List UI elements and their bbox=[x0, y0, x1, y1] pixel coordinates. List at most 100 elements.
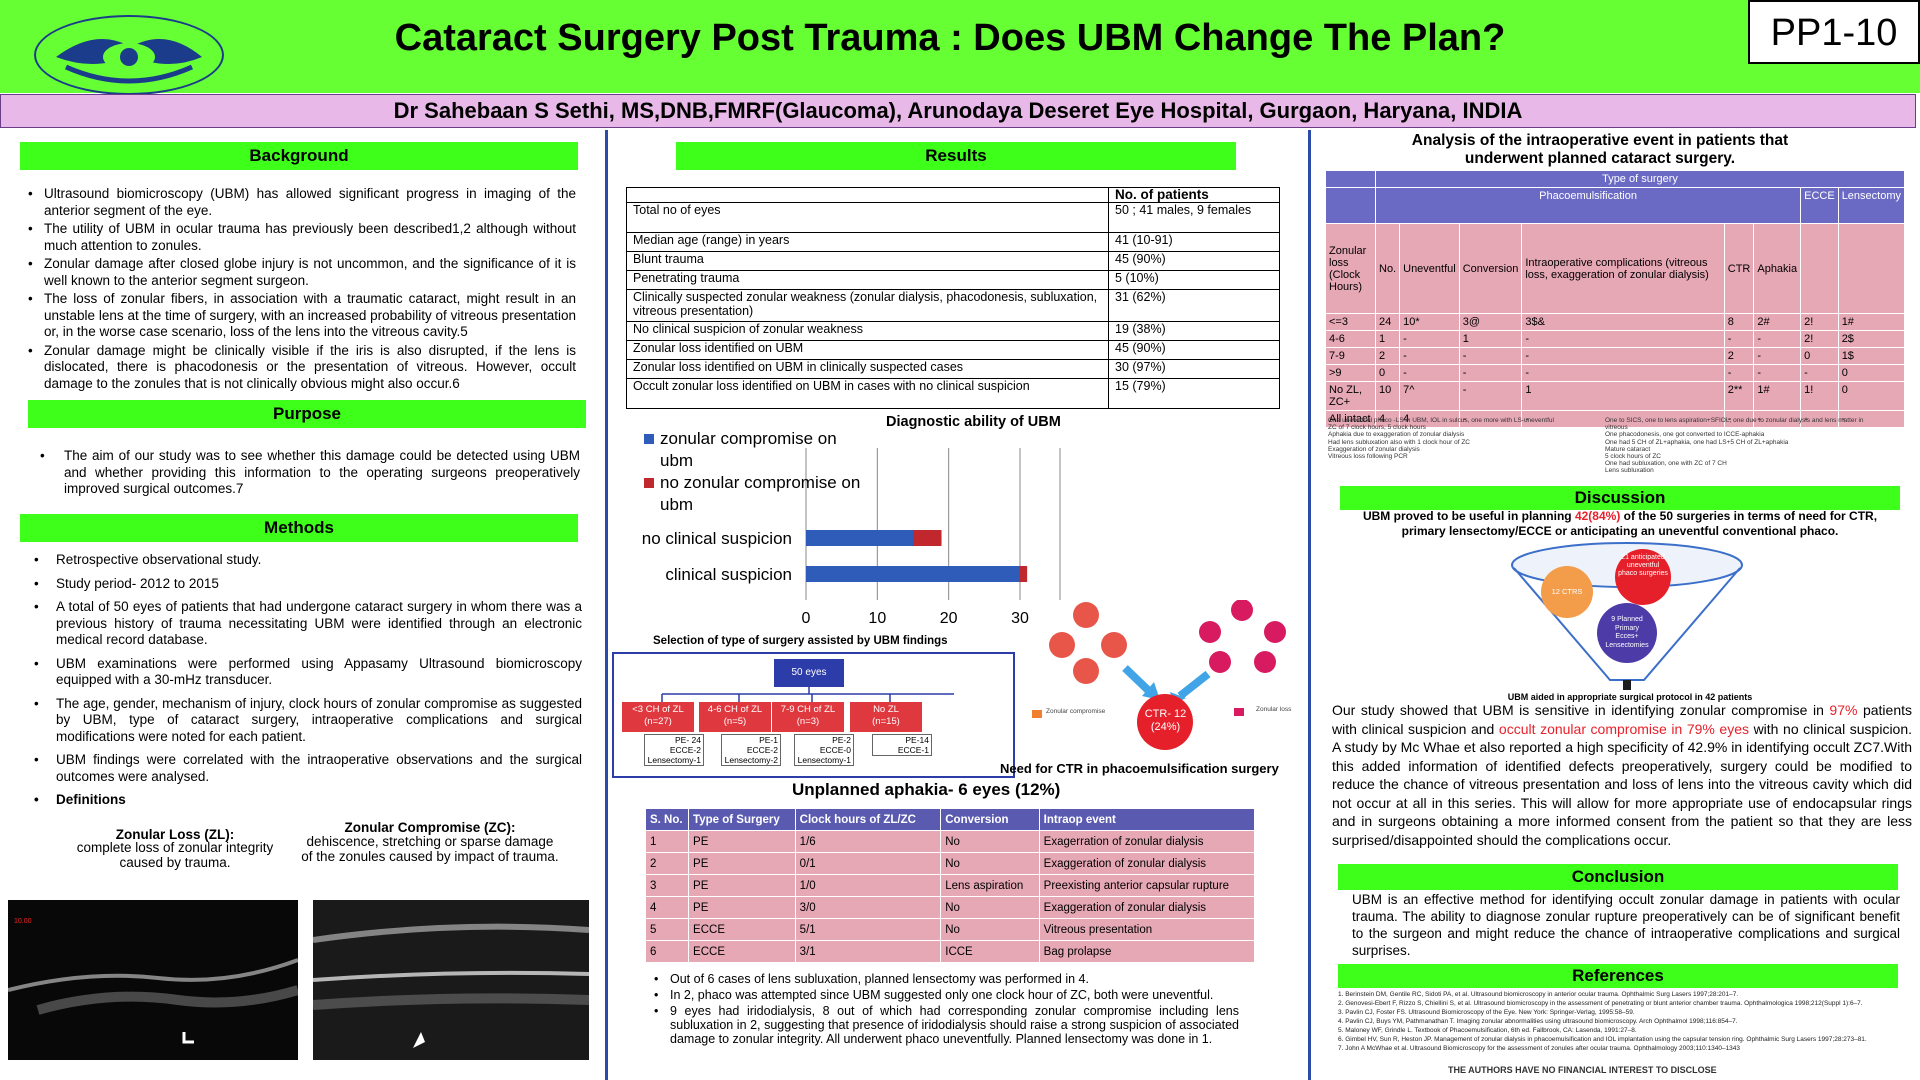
column-header: Intraoperative complications (vitreous l… bbox=[1521, 223, 1725, 314]
poster-title: Cataract Surgery Post Trauma : Does UBM … bbox=[394, 17, 1506, 59]
column-header: Uneventful bbox=[1399, 223, 1460, 314]
table-header-cell: Conversion bbox=[940, 808, 1040, 831]
footnote: One had subluxation, one with ZC of 7 CH bbox=[1605, 460, 1727, 468]
list-item: In 2, phaco was attempted since UBM sugg… bbox=[654, 988, 1239, 1002]
def-zl-title: Zonular Loss (ZL): bbox=[115, 827, 235, 842]
references-list: 1. Berinstein DM, Gentile RC, Sidoti PA,… bbox=[1338, 990, 1908, 1053]
aphakia-notes: Out of 6 cases of lens subluxation, plan… bbox=[654, 972, 1239, 1048]
flow-subbox: PE-2 ECCE-0 Lensectomy-1 bbox=[794, 734, 854, 766]
x-tick-label: 30 bbox=[1011, 610, 1029, 627]
hospital-logo bbox=[34, 15, 224, 95]
list-item: 9 eyes had iridodialysis, 8 out of which… bbox=[654, 1004, 1239, 1046]
funnel-diagram: 21 anticipated uneventful phaco surgerie… bbox=[1510, 540, 1745, 690]
legend-swatch bbox=[644, 434, 654, 444]
footnote: Vitreous loss following PCR bbox=[1328, 453, 1408, 461]
table-row: Clinically suspected zonular weakness (z… bbox=[626, 289, 1280, 322]
footnote: One uneventful phaco -LS in UBM, IOL in … bbox=[1328, 417, 1554, 424]
analysis-title: Analysis of the intraoperative event in … bbox=[1411, 132, 1789, 167]
x-tick-label: 10 bbox=[868, 610, 886, 627]
list-item: The utility of UBM in ocular trauma has … bbox=[28, 221, 576, 254]
flow-title: Selection of type of surgery assisted by… bbox=[653, 635, 948, 647]
x-tick-label: 20 bbox=[940, 610, 958, 627]
discussion-lead: UBM proved to be useful in planning 42(8… bbox=[1362, 509, 1878, 538]
chart-title: Diagnostic ability of UBM bbox=[886, 414, 1061, 430]
flow-subbox: PE-1 ECCE-2 Lensectomy-2 bbox=[721, 734, 781, 766]
chart-bar bbox=[913, 530, 942, 546]
list-item: The age, gender, mechanism of injury, cl… bbox=[34, 696, 582, 746]
list-item: Zonular damage after closed globe injury… bbox=[28, 256, 576, 289]
flow-node: <3 CH of ZL (n=27) bbox=[622, 702, 694, 732]
purpose-list: The aim of our study was to see whether … bbox=[40, 448, 580, 500]
list-item: A total of 50 eyes of patients that had … bbox=[34, 599, 582, 649]
references-heading: References bbox=[1338, 964, 1898, 988]
aphakia-table: S. No. Type of Surgery Clock hours of ZL/Z… bbox=[644, 808, 1256, 963]
results-col-header: No. of patients bbox=[1108, 187, 1280, 203]
funnel-bottom-label: 9 Planned Primary Ecces+ Lensectomies bbox=[1605, 616, 1649, 649]
table-row: Blunt trauma 45 (90%) bbox=[626, 251, 1280, 271]
funnel-caption: UBM aided in appropriate surgical protoc… bbox=[1507, 692, 1753, 702]
funnel-top-label: 21 anticipated uneventful phaco surgerie… bbox=[1618, 554, 1668, 577]
chart-canvas: 0 10 20 30 no clinical suspicion clinical sus… bbox=[642, 429, 1061, 627]
footnote: Lens subluxation bbox=[1605, 467, 1654, 475]
discussion-text: Our study showed that UBM is sensitive i… bbox=[1332, 702, 1913, 848]
chart-bar bbox=[806, 566, 1020, 582]
reference-item: 1. Berinstein DM, Gentile RC, Sidoti PA,… bbox=[1338, 991, 1739, 998]
table-row: Zonular loss identified on UBM in clinic… bbox=[626, 359, 1280, 379]
list-item: Retrospective observational study. bbox=[34, 552, 582, 569]
flow-node: 4-6 CH of ZL (n=5) bbox=[699, 702, 771, 732]
column-divider bbox=[1308, 130, 1311, 1080]
background-heading: Background bbox=[20, 142, 578, 170]
analysis-table-wrap: Type of surgery Phacoemulsification ECCE L… bbox=[1325, 170, 1906, 428]
table-row: 5 ECCE 5/1 No Vitreous presentation bbox=[644, 918, 1256, 941]
table-row: 3 PE 1/0 Lens aspiration Preexisting anterio… bbox=[644, 874, 1256, 897]
def-zc-title: Zonular Compromise (ZC): bbox=[344, 820, 516, 835]
reference-item: 6. Gimbel HV, Sun R, Heston JP. Manageme… bbox=[1338, 1036, 1867, 1043]
category-label: clinical suspicion bbox=[665, 565, 792, 584]
table-row: 2 PE 0/1 No Exaggeration of zonular dialysis bbox=[644, 852, 1256, 875]
discussion-heading: Discussion bbox=[1340, 486, 1900, 510]
reference-item: 3. Pavlin CJ, Foster FS. Ultrasound Biom… bbox=[1338, 1009, 1635, 1016]
ctr-diagram: CTR- 12 (24%) Zonular compromise Zonular … bbox=[1030, 600, 1310, 760]
results-heading: Results bbox=[676, 142, 1236, 170]
type-header: Type of surgery bbox=[1375, 170, 1905, 188]
x-tick-label: 0 bbox=[802, 610, 811, 627]
table-header-cell: Clock hours of ZL/ZC bbox=[794, 808, 942, 831]
ctr-label: CTR- 12 (24%) bbox=[1144, 708, 1187, 733]
ubm-image-label: 10.00 bbox=[14, 918, 32, 925]
purpose-heading: Purpose bbox=[28, 400, 586, 428]
header-bar bbox=[0, 0, 1920, 93]
footnote: ZC of 7 clock hours, 5 clock hours bbox=[1328, 424, 1426, 432]
author-line: Dr Sahebaan S Sethi, MS,DNB,FMRF(Glaucom… bbox=[0, 94, 1916, 128]
footnote: Mature cataract bbox=[1605, 445, 1651, 453]
list-item: Ultrasound biomicroscopy (UBM) has allow… bbox=[28, 186, 576, 219]
list-item: UBM examinations were performed using Ap… bbox=[34, 656, 582, 689]
conclusion-heading: Conclusion bbox=[1338, 864, 1898, 890]
footnote: One phacodonesis, one got converted to I… bbox=[1605, 431, 1765, 439]
ubm-image-1: 10.00 bbox=[7, 900, 300, 1060]
column-header: Conversion bbox=[1458, 223, 1523, 314]
reference-item: 5. Maloney WF, Grindle L. Textbook of Ph… bbox=[1338, 1027, 1637, 1034]
results-table: No. of patients Total no of eyes 50 ; 41 … bbox=[626, 187, 1280, 409]
ubm-image-2 bbox=[312, 900, 590, 1060]
list-item: Out of 6 cases of lens subluxation, plan… bbox=[654, 972, 1239, 986]
table-header-cell: S. No. bbox=[644, 808, 690, 831]
table-row: All intact 4 4- - - - - - bbox=[1325, 410, 1906, 428]
footnote: 5 clock hours of ZC bbox=[1605, 453, 1661, 461]
flow-node: No ZL (n=15) bbox=[850, 702, 922, 732]
footnotes-left: One uneventful phaco -LS in UBM, IOL in … bbox=[1328, 417, 1598, 460]
column-header: Zonular loss (Clock Hours) bbox=[1325, 223, 1376, 314]
table-row: Occult zonular loss identified on UBM in… bbox=[626, 378, 1280, 409]
footnote: One had 5 CH of ZL+aphakia, one had LS+5… bbox=[1605, 438, 1789, 446]
flow-diagram: 50 eyes <3 CH of ZL (n=27) PE- 24 ECCE-2 Len… bbox=[612, 652, 1015, 778]
table-row: 6 ECCE 3/1 ICCE Bag prolapse bbox=[644, 940, 1256, 963]
def-zl-text: complete loss of zonular integrity cause… bbox=[76, 840, 274, 870]
footnotes-right: One to SICS, one to lens aspiration+SFIO… bbox=[1605, 417, 1875, 475]
ctr-legend-2: Zonular loss bbox=[1256, 706, 1292, 713]
column-divider bbox=[605, 130, 608, 1080]
reference-item: 2. Genovesi-Ebert F, Rizzo S, Chiellini … bbox=[1338, 1000, 1863, 1007]
footnote: Exaggeration of zonular dialysis bbox=[1328, 445, 1420, 453]
disclaimer: THE AUTHORS HAVE NO FINANCIAL INTEREST T… bbox=[1448, 1065, 1717, 1075]
diagnostic-chart: Diagnostic ability of UBM 0 10 20 30 no clin… bbox=[620, 414, 1080, 639]
conclusion-text: UBM is an effective method for identifyi… bbox=[1352, 892, 1900, 958]
reference-item: 7. John A McWhae et al. Ultrasound Biomi… bbox=[1338, 1045, 1741, 1052]
